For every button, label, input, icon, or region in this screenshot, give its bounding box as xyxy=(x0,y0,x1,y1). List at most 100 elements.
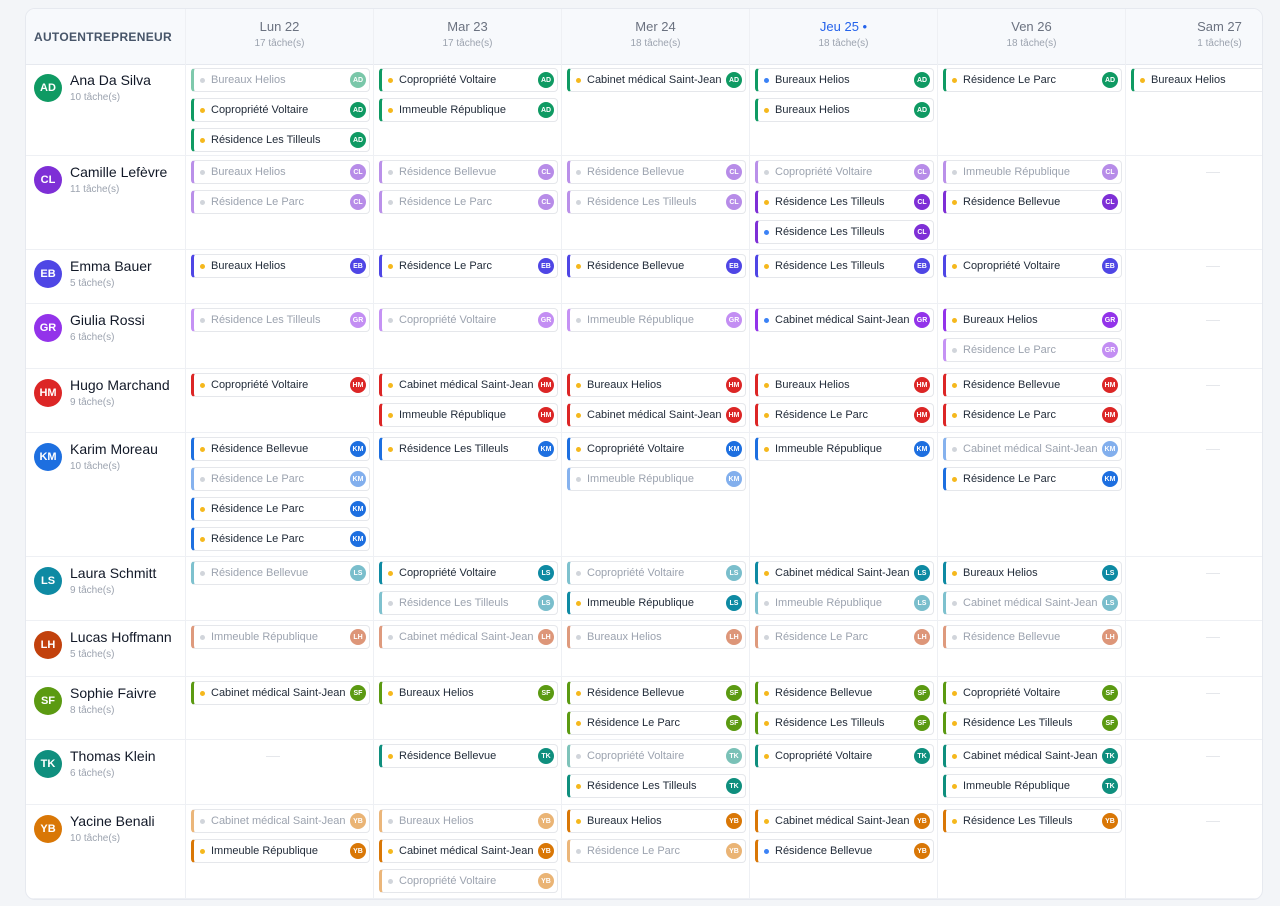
day-cell[interactable] xyxy=(1126,740,1262,804)
task-card[interactable]: Copropriété Voltaire TK xyxy=(755,744,934,768)
task-card[interactable]: Résidence Les Tilleuls TK xyxy=(567,774,746,798)
task-card[interactable]: Immeuble République AD xyxy=(379,98,558,122)
day-cell[interactable]: Résidence Bellevue EB xyxy=(562,250,750,303)
day-cell[interactable]: Résidence Les Tilleuls EB xyxy=(750,250,938,303)
task-card[interactable]: Résidence Le Parc CL xyxy=(191,190,370,214)
day-cell[interactable] xyxy=(1126,250,1262,303)
day-cell[interactable]: Résidence Bellevue LH xyxy=(938,621,1126,676)
day-cell[interactable]: Résidence Les Tilleuls KM xyxy=(374,433,562,556)
task-card[interactable]: Résidence Les Tilleuls SF xyxy=(943,711,1122,735)
worker-info[interactable]: HM Hugo Marchand 9 tâche(s) xyxy=(26,369,186,432)
day-cell[interactable]: Bureaux Helios YB Résidence Le Parc YB xyxy=(562,805,750,898)
task-card[interactable]: Résidence Le Parc YB xyxy=(567,839,746,863)
worker-info[interactable]: GR Giulia Rossi 6 tâche(s) xyxy=(26,304,186,368)
task-card[interactable]: Résidence Les Tilleuls GR xyxy=(191,308,370,332)
day-cell[interactable]: Résidence Bellevue HM Résidence Le Parc HM xyxy=(938,369,1126,432)
day-cell[interactable]: Immeuble République GR xyxy=(562,304,750,368)
day-cell[interactable]: Cabinet médical Saint-Jean TK Immeuble Rép… xyxy=(938,740,1126,804)
day-cell[interactable]: Cabinet médical Saint-Jean SF xyxy=(186,677,374,739)
day-cell[interactable]: Résidence Bellevue LS xyxy=(186,557,374,620)
task-card[interactable]: Cabinet médical Saint-Jean LS xyxy=(943,591,1122,615)
task-card[interactable]: Bureaux Helios SF xyxy=(379,681,558,705)
day-header[interactable]: Sam 27 1 tâche(s) xyxy=(1126,9,1262,64)
task-card[interactable]: Cabinet médical Saint-Jean YB xyxy=(379,839,558,863)
task-card[interactable]: Résidence Bellevue CL xyxy=(379,160,558,184)
task-card[interactable]: Résidence Les Tilleuls EB xyxy=(755,254,934,278)
task-card[interactable]: Copropriété Voltaire EB xyxy=(943,254,1122,278)
task-card[interactable]: Copropriété Voltaire YB xyxy=(379,869,558,893)
day-cell[interactable]: Bureaux Helios AD Bureaux Helios AD xyxy=(750,64,938,155)
task-card[interactable]: Bureaux Helios HM xyxy=(755,373,934,397)
worker-info[interactable]: AD Ana Da Silva 10 tâche(s) xyxy=(26,64,186,155)
task-card[interactable]: Bureaux Helios CL xyxy=(191,160,370,184)
task-card[interactable]: Résidence Les Tilleuls KM xyxy=(379,437,558,461)
task-card[interactable]: Résidence Les Tilleuls LS xyxy=(379,591,558,615)
task-card[interactable]: Cabinet médical Saint-Jean HM xyxy=(567,403,746,427)
task-card[interactable]: Bureaux Helios GR xyxy=(943,308,1122,332)
task-card[interactable]: Cabinet médical Saint-Jean LH xyxy=(379,625,558,649)
task-card[interactable]: Résidence Bellevue EB xyxy=(567,254,746,278)
task-card[interactable]: Résidence Le Parc CL xyxy=(379,190,558,214)
worker-info[interactable]: SF Sophie Faivre 8 tâche(s) xyxy=(26,677,186,739)
day-cell[interactable]: Cabinet médical Saint-Jean KM Résidence Le… xyxy=(938,433,1126,556)
day-cell[interactable]: Bureaux Helios LS Cabinet médical Saint-Je… xyxy=(938,557,1126,620)
day-cell[interactable]: Résidence Bellevue SF Résidence Les Tilleu… xyxy=(750,677,938,739)
day-cell[interactable]: Copropriété Voltaire GR xyxy=(374,304,562,368)
task-card[interactable]: Résidence Le Parc KM xyxy=(943,467,1122,491)
day-cell[interactable]: Bureaux Helios CL Résidence Le Parc CL xyxy=(186,156,374,249)
day-cell[interactable]: Copropriété Voltaire LS Résidence Les Till… xyxy=(374,557,562,620)
task-card[interactable]: Cabinet médical Saint-Jean GR xyxy=(755,308,934,332)
day-cell[interactable]: Résidence Les Tilleuls YB xyxy=(938,805,1126,898)
day-cell[interactable]: Copropriété Voltaire TK xyxy=(750,740,938,804)
day-header[interactable]: Jeu 25 • 18 tâche(s) xyxy=(750,9,938,64)
day-cell[interactable]: Copropriété Voltaire CL Résidence Les Till… xyxy=(750,156,938,249)
day-cell[interactable]: Résidence Le Parc LH xyxy=(750,621,938,676)
day-cell[interactable]: Bureaux Helios SF xyxy=(374,677,562,739)
day-cell[interactable]: Résidence Bellevue KM Résidence Le Parc KM R… xyxy=(186,433,374,556)
task-card[interactable]: Résidence Bellevue SF xyxy=(755,681,934,705)
task-card[interactable]: Copropriété Voltaire CL xyxy=(755,160,934,184)
task-card[interactable]: Résidence Le Parc EB xyxy=(379,254,558,278)
task-card[interactable]: Résidence Bellevue SF xyxy=(567,681,746,705)
task-card[interactable]: Résidence Les Tilleuls CL xyxy=(755,190,934,214)
day-cell[interactable]: Résidence Bellevue CL Résidence Le Parc CL xyxy=(374,156,562,249)
task-card[interactable]: Cabinet médical Saint-Jean SF xyxy=(191,681,370,705)
task-card[interactable]: Cabinet médical Saint-Jean TK xyxy=(943,744,1122,768)
day-cell[interactable]: Copropriété Voltaire KM Immeuble Républiqu… xyxy=(562,433,750,556)
task-card[interactable]: Résidence Le Parc HM xyxy=(755,403,934,427)
task-card[interactable]: Résidence Les Tilleuls CL xyxy=(567,190,746,214)
day-cell[interactable]: Copropriété Voltaire AD Immeuble Républiqu… xyxy=(374,64,562,155)
day-header[interactable]: Ven 26 18 tâche(s) xyxy=(938,9,1126,64)
task-card[interactable]: Résidence Bellevue HM xyxy=(943,373,1122,397)
task-card[interactable]: Copropriété Voltaire SF xyxy=(943,681,1122,705)
task-card[interactable]: Résidence Le Parc SF xyxy=(567,711,746,735)
day-cell[interactable]: Résidence Les Tilleuls GR xyxy=(186,304,374,368)
task-card[interactable]: Cabinet médical Saint-Jean HM xyxy=(379,373,558,397)
day-cell[interactable]: Copropriété Voltaire LS Immeuble Républiqu… xyxy=(562,557,750,620)
worker-info[interactable]: LS Laura Schmitt 9 tâche(s) xyxy=(26,557,186,620)
task-card[interactable]: Bureaux Helios LH xyxy=(567,625,746,649)
task-card[interactable]: Copropriété Voltaire KM xyxy=(567,437,746,461)
worker-info[interactable]: LH Lucas Hoffmann 5 tâche(s) xyxy=(26,621,186,676)
day-cell[interactable]: Résidence Bellevue TK xyxy=(374,740,562,804)
task-card[interactable]: Résidence Les Tilleuls AD xyxy=(191,128,370,152)
task-card[interactable]: Copropriété Voltaire GR xyxy=(379,308,558,332)
day-cell[interactable] xyxy=(1126,156,1262,249)
task-card[interactable]: Immeuble République TK xyxy=(943,774,1122,798)
task-card[interactable]: Immeuble République KM xyxy=(755,437,934,461)
worker-info[interactable]: YB Yacine Benali 10 tâche(s) xyxy=(26,805,186,898)
task-card[interactable]: Résidence Bellevue LH xyxy=(943,625,1122,649)
task-card[interactable]: Copropriété Voltaire HM xyxy=(191,373,370,397)
task-card[interactable]: Résidence Bellevue LS xyxy=(191,561,370,585)
task-card[interactable]: Immeuble République LS xyxy=(567,591,746,615)
task-card[interactable]: Bureaux Helios YB xyxy=(567,809,746,833)
day-cell[interactable] xyxy=(1126,557,1262,620)
day-cell[interactable] xyxy=(1126,369,1262,432)
day-cell[interactable]: Bureaux Helios LH xyxy=(562,621,750,676)
task-card[interactable]: Résidence Le Parc AD xyxy=(943,68,1122,92)
day-cell[interactable]: Copropriété Voltaire SF Résidence Les Till… xyxy=(938,677,1126,739)
